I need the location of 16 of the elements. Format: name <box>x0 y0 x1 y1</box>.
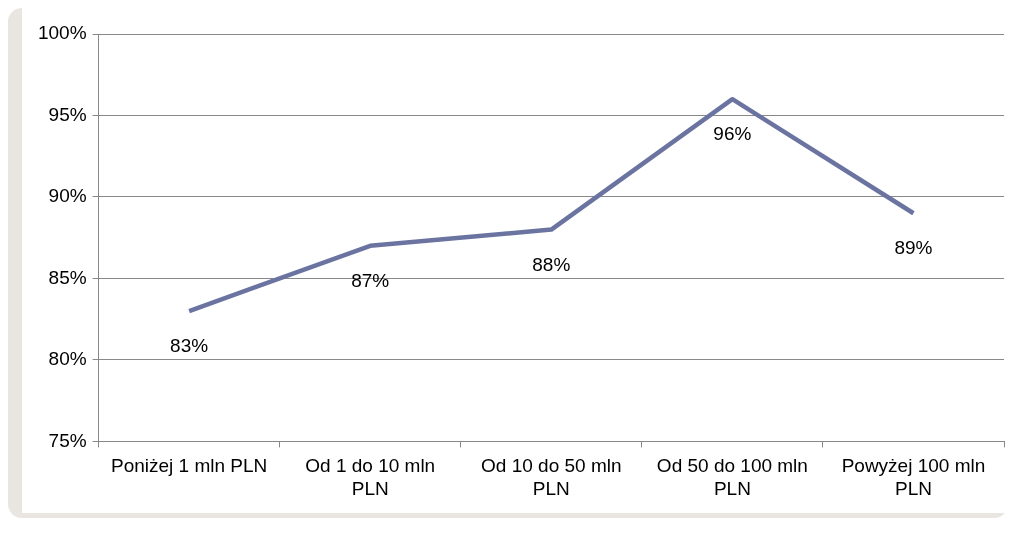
x-tick-label: Od 10 do 50 mln PLN <box>481 455 622 499</box>
y-tick-label: 90% <box>48 185 87 207</box>
x-tick-label: Od 1 do 10 mln PLN <box>305 455 436 499</box>
x-tick-label: Powyżej 100 mln PLN <box>841 455 986 499</box>
data-label: 87% <box>351 270 390 292</box>
x-tick-label: Poniżej 1 mln PLN <box>110 455 268 477</box>
x-tick-label: Od 50 do 100 mln PLN <box>656 455 808 499</box>
y-tick-label: 80% <box>48 348 87 370</box>
y-tick-label: 85% <box>48 266 87 288</box>
y-tick-label: 100% <box>37 22 87 44</box>
data-label: 89% <box>894 237 933 259</box>
y-tick-label: 75% <box>48 429 87 451</box>
data-label: 88% <box>532 253 571 275</box>
data-label: 83% <box>170 335 209 357</box>
y-tick-label: 95% <box>48 103 87 125</box>
data-label: 96% <box>713 123 752 145</box>
